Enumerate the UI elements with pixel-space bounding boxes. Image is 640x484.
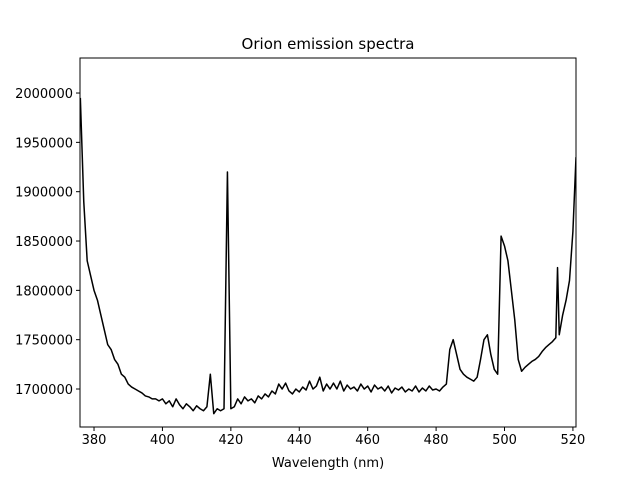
x-tick-label: 380 (82, 433, 107, 448)
x-tick-label: 400 (150, 433, 175, 448)
y-tick-label: 1900000 (15, 186, 73, 201)
chart-title: Orion emission spectra (242, 35, 415, 53)
x-tick-label: 480 (424, 433, 449, 448)
spectrum-line (80, 97, 576, 415)
x-tick-label: 500 (492, 433, 517, 448)
axes-frame (79, 57, 577, 428)
y-tick-label: 1750000 (15, 334, 73, 349)
y-tick-label: 2000000 (15, 87, 73, 102)
plot-area (80, 97, 576, 415)
y-tick-label: 1700000 (15, 383, 73, 398)
x-tick-label: 420 (218, 433, 243, 448)
x-tick-label: 460 (355, 433, 380, 448)
y-tick-label: 1800000 (15, 284, 73, 299)
y-tick-label: 1850000 (15, 235, 73, 250)
y-tick-label: 1950000 (15, 136, 73, 151)
x-axis-label: Wavelength (nm) (272, 456, 384, 471)
x-tick-label: 440 (287, 433, 312, 448)
x-tick-label: 520 (561, 433, 586, 448)
